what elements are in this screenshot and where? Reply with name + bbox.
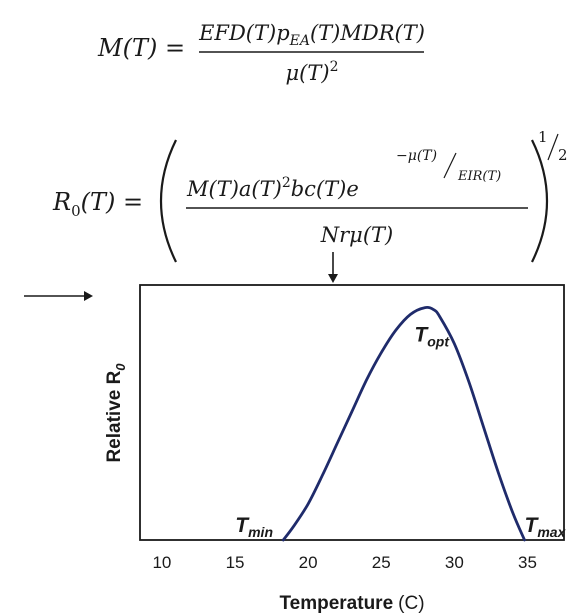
x-tick-label: 30 (445, 553, 464, 572)
arrow-down (328, 252, 338, 283)
x-tick-label: 15 (226, 553, 245, 572)
x-tick-label: 20 (299, 553, 318, 572)
arrow-right (24, 291, 93, 301)
equation-r0-right-paren (531, 139, 549, 263)
plot-frame (139, 284, 565, 541)
x-axis-label-main: Temperature (279, 593, 393, 614)
x-axis-label-unit: (C) (398, 593, 424, 614)
annotation-t-min: Tmin (235, 514, 273, 540)
equation-r0-numerator: M(T)a(T)2bc(T)e (186, 175, 359, 201)
equation-r0-denominator: Nrμ(T) (320, 223, 393, 247)
r0-curve-line (281, 305, 526, 542)
equation-r0-exponent-numerator: −μ(T) (396, 148, 437, 164)
equation-r0-outer-exponent-numerator: 1 (538, 128, 548, 146)
x-tick-label: 10 (152, 553, 171, 572)
annotations: Tmin Topt Tmax (235, 324, 566, 540)
x-axis-label: Temperature (C) (279, 593, 424, 614)
x-ticks: 10 15 20 25 30 35 (152, 553, 536, 572)
equation-r0-left-paren (159, 139, 177, 263)
annotation-t-opt: Topt (414, 324, 450, 350)
x-tick-label: 35 (518, 553, 537, 572)
annotation-t-max: Tmax (525, 514, 567, 540)
equation-r0: R0(T) = M(T)a(T)2bc(T)e −μ(T) EIR(T) Nrμ… (52, 128, 568, 263)
equation-m: M(T) = EFD(T)pEA(T)MDR(T) μ(T)2 (97, 21, 425, 85)
equation-r0-outer-exponent-denominator: 2 (558, 146, 568, 164)
equation-m-denominator: μ(T)2 (286, 59, 339, 85)
equation-m-numerator: EFD(T)pEA(T)MDR(T) (198, 21, 425, 49)
equation-m-lhs: M(T) = (97, 34, 185, 62)
curve-group (281, 305, 526, 542)
equation-r0-exponent-slash (443, 152, 457, 179)
equation-r0-exponent-denominator: EIR(T) (457, 169, 501, 184)
equation-r0-outer-exponent-slash (547, 133, 559, 161)
y-axis-label: Relative R0 (104, 363, 128, 463)
x-tick-label: 25 (372, 553, 391, 572)
equation-r0-lhs: R0(T) = (52, 188, 143, 220)
